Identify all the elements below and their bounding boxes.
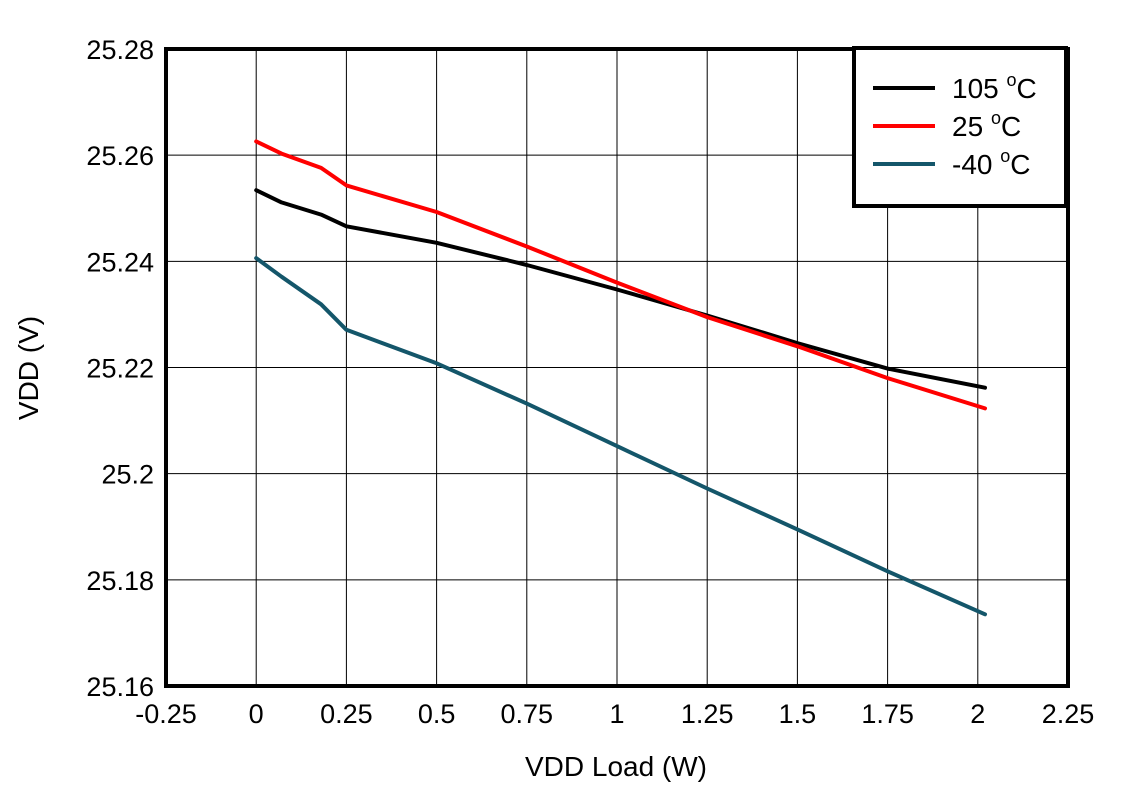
x-tick-label: 0.5 [418,699,456,729]
x-tick-label: 0.75 [501,699,554,729]
x-tick-label: 1.25 [681,699,734,729]
y-tick-label: 25.18 [86,566,154,596]
legend-entry-1: 105 oC [952,70,1037,104]
y-tick-label: 25.2 [101,460,154,490]
legend-label: 105 [952,73,1007,104]
legend-label: 25 [952,111,991,142]
y-tick-label: 25.22 [86,354,154,384]
x-tick-label: 2 [970,699,985,729]
x-tick-label: 1 [609,699,624,729]
x-tick-label: 0 [249,699,264,729]
y-axis-ticks: 25.16 25.18 25.2 25.22 25.24 25.26 25.28 [86,35,154,702]
series-line-2 [254,139,987,411]
x-tick-label: 0.25 [320,699,373,729]
x-axis-ticks: -0.25 0 0.25 0.5 0.75 1 1.25 1.5 1.75 2 2.25 [135,699,1094,729]
x-tick-label: 1.5 [779,699,817,729]
legend-entry-2: 25 oC [952,108,1021,142]
x-tick-label: -0.25 [135,699,197,729]
x-tick-label: 1.75 [861,699,914,729]
series-line-1 [254,188,987,390]
legend-label: -40 [952,149,1000,180]
legend-unit: C [1001,111,1021,142]
y-tick-label: 25.16 [86,672,154,702]
y-tick-label: 25.26 [86,141,154,171]
legend-degree-sup: o [991,108,1001,128]
x-tick-label: 2.25 [1042,699,1095,729]
legend-unit: C [1017,73,1037,104]
series-layer [254,139,987,617]
y-axis-label: VDD (V) [13,316,44,420]
legend-degree-sup: o [1000,146,1010,166]
x-axis-label: VDD Load (W) [525,751,707,782]
legend-entry-3: -40 oC [952,146,1031,180]
legend-unit: C [1010,149,1030,180]
legend-degree-sup: o [1007,70,1017,90]
y-tick-label: 25.28 [86,35,154,65]
series-line-3 [254,256,987,617]
y-tick-label: 25.24 [86,247,154,277]
plot-frame [164,47,1070,688]
